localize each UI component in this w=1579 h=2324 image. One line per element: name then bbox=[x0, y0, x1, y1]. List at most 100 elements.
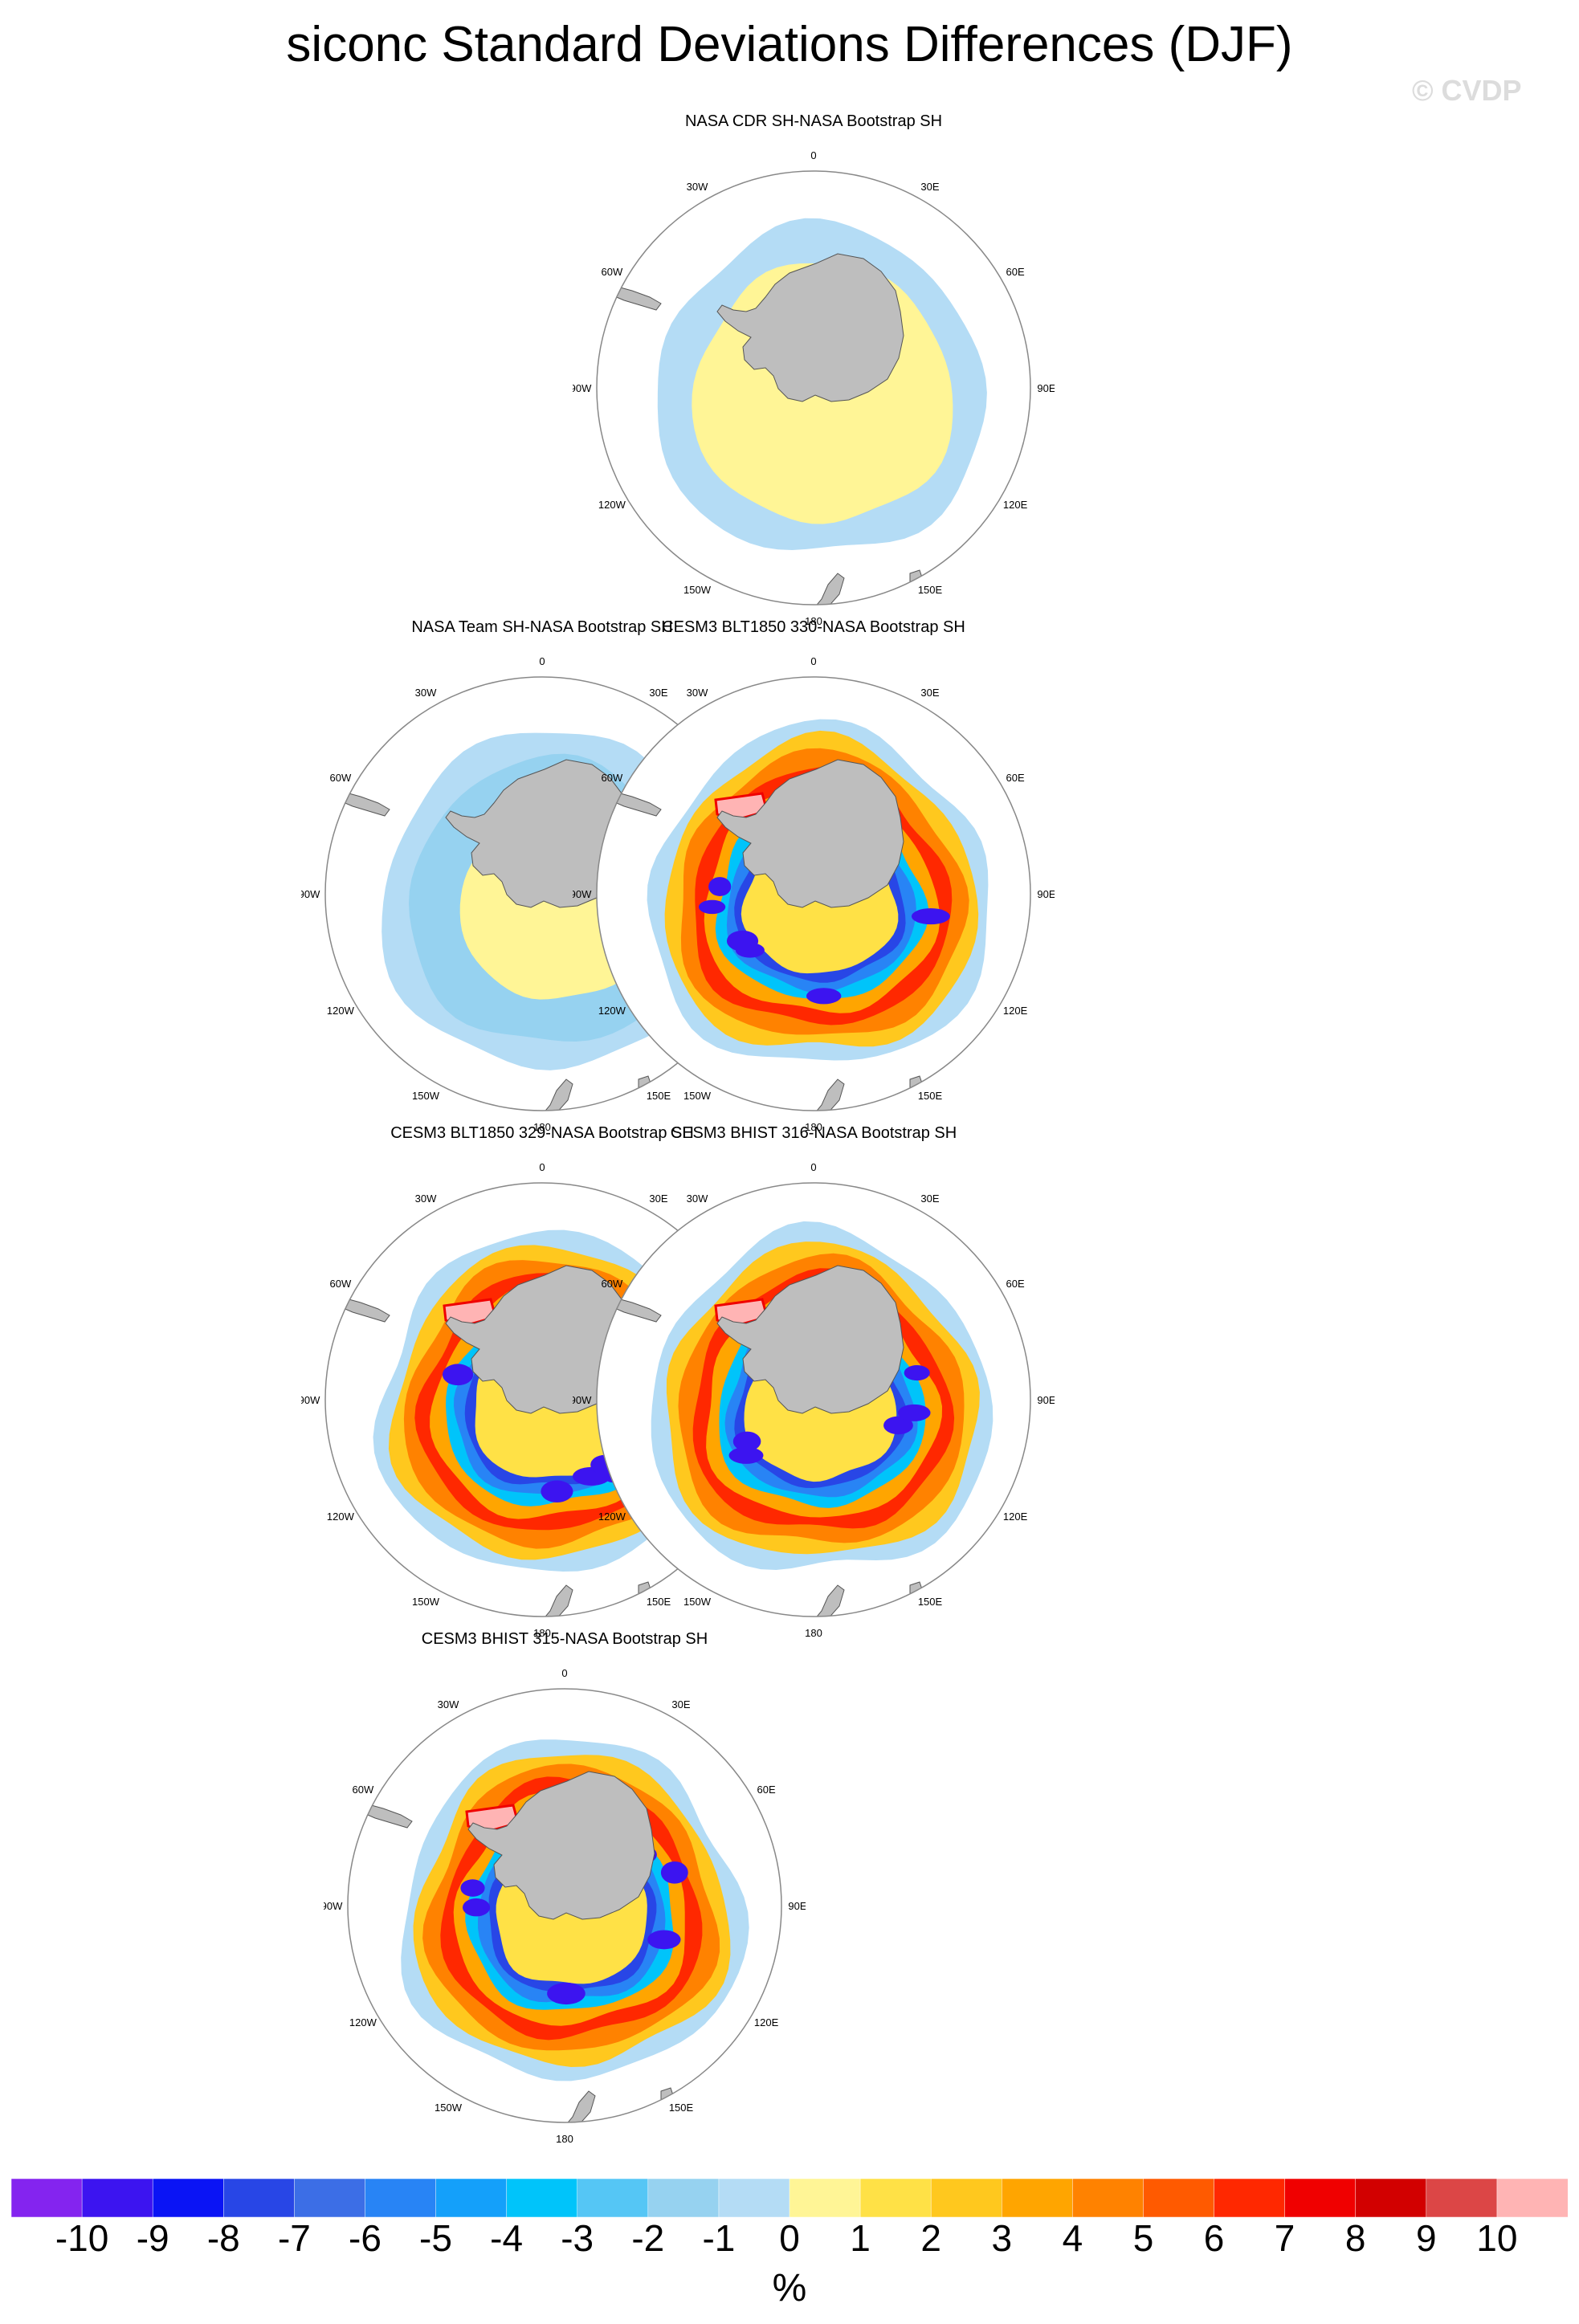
longitude-label: 30E bbox=[649, 687, 667, 699]
colorbar-swatch bbox=[365, 2179, 437, 2217]
colorbar-tick-label: 6 bbox=[1203, 2217, 1225, 2259]
colorbar-swatch bbox=[1072, 2179, 1144, 2217]
colorbar-swatch bbox=[1002, 2179, 1074, 2217]
longitude-label: 180 bbox=[556, 2133, 573, 2145]
longitude-label: 150W bbox=[412, 1596, 440, 1608]
longitude-label: 30E bbox=[920, 181, 939, 193]
polar-map: 0 30E 60E 90E 120E 150E 180 150W 120W 90W 60W 30W bbox=[573, 655, 1055, 1133]
colorbar-tick-label: 8 bbox=[1344, 2217, 1366, 2259]
panel-title: CESM3 BHIST 316-NASA Bootstrap SH bbox=[670, 1124, 957, 1142]
panel-title: NASA CDR SH-NASA Bootstrap SH bbox=[684, 112, 943, 130]
longitude-label: 30W bbox=[438, 1698, 459, 1710]
longitude-label: 60W bbox=[602, 1278, 623, 1290]
longitude-label: 30W bbox=[687, 181, 708, 193]
colorbar-swatch bbox=[859, 2179, 932, 2217]
panel-title: CESM3 BLT1850 330-NASA Bootstrap SH bbox=[662, 618, 965, 636]
colorbar-tick-label: 5 bbox=[1132, 2217, 1154, 2259]
longitude-label: 120E bbox=[754, 2016, 779, 2028]
longitude-label: 150E bbox=[669, 2102, 694, 2114]
longitude-label: 0 bbox=[810, 149, 816, 161]
panel-bhist-315: CESM3 BHIST 315-NASA Bootstrap SH 0 30E 60E… bbox=[324, 1630, 806, 2152]
panel-title: NASA Team SH-NASA Bootstrap SH bbox=[411, 618, 673, 636]
longitude-label: 120W bbox=[598, 1511, 626, 1523]
longitude-label: 120E bbox=[1003, 1511, 1028, 1523]
longitude-label: 30W bbox=[415, 687, 437, 699]
colorbar-swatch bbox=[1355, 2179, 1427, 2217]
polar-map: 0 30E 60E 90E 120E 150E 180 150W 120W 90W 60W 30W bbox=[324, 1667, 806, 2145]
longitude-label: 90W bbox=[573, 888, 592, 900]
longitude-label: 90E bbox=[1037, 1394, 1055, 1406]
panel-nasa-cdr: NASA CDR SH-NASA Bootstrap SH 0 30E 60E 90E 1… bbox=[573, 112, 1055, 634]
colorbar-tick-label: 9 bbox=[1416, 2217, 1437, 2259]
colorbar-tick-label: 1 bbox=[850, 2217, 871, 2259]
longitude-label: 60E bbox=[1006, 772, 1025, 784]
longitude-label: 90E bbox=[788, 1900, 806, 1912]
longitude-label: 60E bbox=[1006, 1278, 1025, 1290]
longitude-label: 180 bbox=[533, 1121, 551, 1133]
colorbar-ticks: -10 -9 -8 -7 -6 -5 -4 -3 -2 -1 0 1 2 3 4 5 6 7 8 9 10 bbox=[0, 2216, 1579, 2265]
polar-map: 0 30E 60E 90E 120E 150E 180 150W 120W 90W 60W 30W bbox=[573, 1161, 1055, 1639]
colorbar-swatch bbox=[81, 2179, 153, 2217]
longitude-label: 30E bbox=[649, 1193, 667, 1205]
longitude-label: 60W bbox=[353, 1784, 374, 1796]
longitude-label: 0 bbox=[561, 1667, 567, 1679]
colorbar-swatch bbox=[152, 2179, 225, 2217]
colorbar-tick-label: 2 bbox=[920, 2217, 941, 2259]
colorbar-swatch bbox=[647, 2179, 720, 2217]
panel-title: CESM3 BHIST 315-NASA Bootstrap SH bbox=[421, 1630, 708, 1648]
longitude-label: 90E bbox=[1037, 888, 1055, 900]
longitude-label: 90W bbox=[324, 1900, 343, 1912]
colorbar-tick-label: -2 bbox=[631, 2217, 665, 2259]
longitude-label: 180 bbox=[533, 1627, 551, 1639]
colorbar-tick-label: -1 bbox=[702, 2217, 736, 2259]
colorbar-swatch bbox=[577, 2179, 649, 2217]
longitude-label: 60E bbox=[1006, 266, 1025, 278]
colorbar-tick-label: -6 bbox=[349, 2217, 381, 2259]
cvdp-watermark: © CVDP bbox=[1412, 74, 1522, 107]
longitude-label: 150W bbox=[412, 1090, 440, 1102]
longitude-label: 150W bbox=[435, 2102, 463, 2114]
panel-blt1850-330: CESM3 BLT1850 330-NASA Bootstrap SH 0 30E 6… bbox=[573, 618, 1055, 1140]
longitude-label: 90W bbox=[573, 1394, 592, 1406]
longitude-label: 60W bbox=[602, 266, 623, 278]
longitude-label: 150E bbox=[647, 1090, 671, 1102]
colorbar-tick-label: 4 bbox=[1062, 2217, 1083, 2259]
colorbar-swatch bbox=[1284, 2179, 1357, 2217]
colorbar-swatch bbox=[930, 2179, 1003, 2217]
colorbar-tick-label: 3 bbox=[991, 2217, 1013, 2259]
longitude-label: 60W bbox=[330, 1278, 352, 1290]
longitude-label: 60W bbox=[602, 772, 623, 784]
colorbar-tick-label: -3 bbox=[561, 2217, 594, 2259]
colorbar-swatch bbox=[223, 2179, 296, 2217]
longitude-label: 120W bbox=[598, 1005, 626, 1017]
colorbar-tick-label: -7 bbox=[277, 2217, 311, 2259]
longitude-label: 180 bbox=[805, 615, 822, 627]
longitude-label: 30W bbox=[687, 1193, 708, 1205]
longitude-label: 30E bbox=[920, 687, 939, 699]
colorbar-tick-label: -4 bbox=[490, 2217, 524, 2259]
longitude-label: 150E bbox=[918, 1596, 943, 1608]
colorbar-tick-label: 10 bbox=[1476, 2217, 1518, 2259]
colorbar-swatch bbox=[294, 2179, 366, 2217]
colorbar-tick-label: -10 bbox=[55, 2217, 109, 2259]
longitude-label: 150E bbox=[918, 1090, 943, 1102]
colorbar bbox=[11, 2179, 1568, 2217]
longitude-label: 150E bbox=[647, 1596, 671, 1608]
colorbar-swatch bbox=[1426, 2179, 1498, 2217]
longitude-label: 0 bbox=[539, 1161, 545, 1173]
figure-title: siconc Standard Deviations Differences (… bbox=[286, 17, 1293, 72]
polar-map: 0 30E 60E 90E 120E 150E 180 150W 120W 90W 60W 30W bbox=[573, 149, 1055, 627]
longitude-label: 120W bbox=[349, 2016, 377, 2028]
colorbar-units: % bbox=[772, 2267, 807, 2310]
longitude-label: 90W bbox=[301, 888, 320, 900]
longitude-label: 30E bbox=[920, 1193, 939, 1205]
colorbar-swatch bbox=[718, 2179, 790, 2217]
colorbar-tick-label: -9 bbox=[136, 2217, 169, 2259]
longitude-label: 0 bbox=[810, 655, 816, 667]
longitude-label: 30W bbox=[415, 1193, 437, 1205]
longitude-label: 120W bbox=[327, 1511, 355, 1523]
longitude-label: 30E bbox=[671, 1698, 690, 1710]
colorbar-swatch bbox=[1214, 2179, 1286, 2217]
longitude-label: 90W bbox=[301, 1394, 320, 1406]
colorbar-tick-label: -5 bbox=[419, 2217, 452, 2259]
